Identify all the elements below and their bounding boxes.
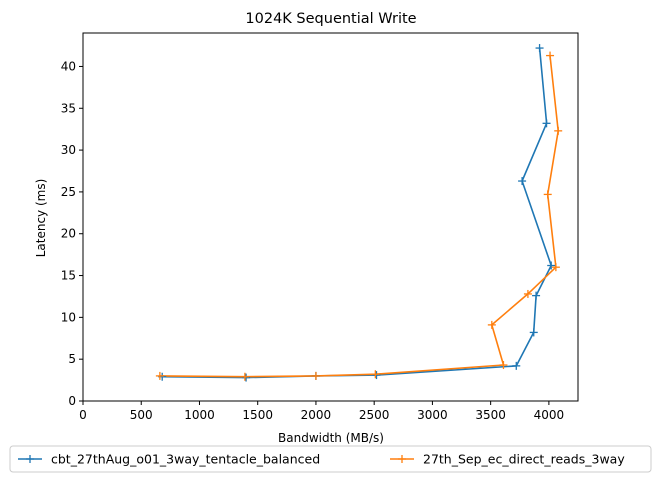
- y-tick-label: 35: [61, 101, 76, 115]
- data-point: [542, 119, 551, 128]
- legend-label: cbt_27thAug_o01_3way_tentacle_balanced: [51, 452, 320, 467]
- x-tick-label: 0: [79, 408, 87, 422]
- data-point: [372, 371, 381, 380]
- data-point: [499, 361, 508, 370]
- x-tick-label: 1500: [242, 408, 273, 422]
- data-point: [523, 289, 532, 298]
- x-tick-label: 1000: [184, 408, 215, 422]
- data-point: [518, 177, 527, 186]
- data-point: [371, 370, 380, 379]
- y-tick-label: 30: [61, 143, 76, 157]
- data-point: [240, 372, 249, 381]
- x-tick-label: 3000: [417, 408, 448, 422]
- plot-frame: [82, 32, 579, 402]
- x-tick-label: 3500: [475, 408, 506, 422]
- y-tick-label: 15: [61, 269, 76, 283]
- legend-box: [9, 445, 652, 473]
- data-point: [532, 291, 541, 300]
- data-point: [155, 371, 164, 380]
- data-point: [547, 261, 556, 270]
- markers: [155, 44, 563, 382]
- data-point: [554, 126, 563, 135]
- data-point: [543, 190, 552, 199]
- y-tick-label: 5: [68, 352, 76, 366]
- data-point: [546, 51, 555, 60]
- y-axis-label: Latency (ms): [34, 179, 48, 258]
- data-point: [529, 328, 538, 337]
- plot-lines: [159, 48, 560, 379]
- chart-title: 1024K Sequential Write: [245, 11, 416, 27]
- legend: cbt_27thAug_o01_3way_tentacle_balanced 27…: [9, 445, 652, 473]
- data-point: [551, 263, 560, 272]
- y-tick-label: 10: [61, 310, 76, 324]
- y-axis-ticks: 0 5 10 15 20 25 30 35 40: [61, 59, 83, 408]
- x-tick-label: 2000: [301, 408, 332, 422]
- data-point: [487, 320, 496, 329]
- legend-entry: cbt_27thAug_o01_3way_tentacle_balanced: [18, 452, 320, 467]
- legend-label: 27th_Sep_ec_direct_reads_3way: [423, 452, 625, 467]
- y-tick-label: 25: [61, 185, 76, 199]
- x-axis-label: Bandwidth (MB/s): [278, 431, 384, 445]
- data-point: [535, 44, 544, 53]
- x-tick-label: 2500: [359, 408, 390, 422]
- series-line-2: [159, 55, 560, 378]
- x-tick-label: 500: [130, 408, 153, 422]
- data-point: [242, 373, 251, 382]
- legend-entry: 27th_Sep_ec_direct_reads_3way: [390, 452, 625, 467]
- y-tick-label: 40: [61, 59, 76, 73]
- y-tick-label: 0: [68, 394, 76, 408]
- x-axis-ticks: 0 500 1000 1500 2000 2500 3000 3500 4000: [79, 401, 564, 422]
- data-point: [311, 371, 320, 380]
- x-tick-label: 4000: [534, 408, 565, 422]
- data-point: [512, 361, 521, 370]
- y-tick-label: 20: [61, 227, 76, 241]
